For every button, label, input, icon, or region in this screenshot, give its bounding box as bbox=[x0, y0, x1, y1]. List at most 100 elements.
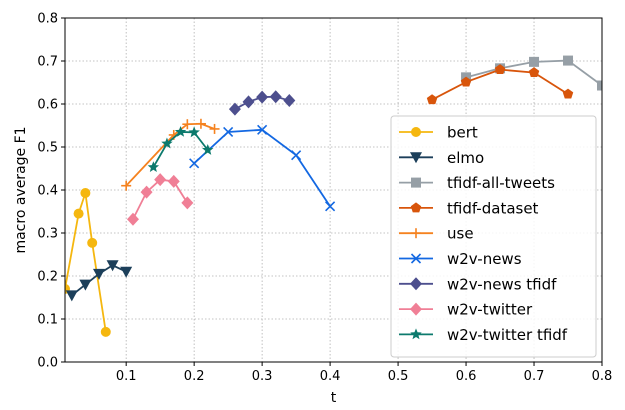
y-axis-label: macro average F1 bbox=[13, 126, 29, 253]
data-point bbox=[92, 268, 105, 280]
legend-label: use bbox=[447, 225, 474, 243]
data-point bbox=[325, 201, 336, 212]
legend: bert elmo tfidf-all-tweets tfidf-dataset use… bbox=[390, 115, 597, 358]
y-tick-label: 0.8 bbox=[37, 12, 58, 27]
legend-marker bbox=[411, 177, 421, 188]
legend-marker bbox=[411, 228, 421, 239]
x-tick-label: 0.5 bbox=[388, 369, 409, 384]
series-layer bbox=[65, 55, 602, 337]
legend-item-tfidf-dataset: tfidf-dataset bbox=[399, 199, 539, 217]
data-point bbox=[189, 158, 200, 169]
series-line bbox=[152, 131, 209, 168]
legend-label: w2v-news bbox=[447, 250, 522, 268]
data-point bbox=[182, 119, 193, 130]
data-point bbox=[161, 137, 173, 149]
data-point bbox=[174, 125, 187, 137]
data-point bbox=[228, 102, 241, 116]
data-point bbox=[209, 123, 220, 134]
data-point bbox=[494, 64, 506, 75]
data-point bbox=[100, 326, 111, 337]
data-point bbox=[120, 266, 133, 278]
data-point bbox=[87, 237, 98, 248]
series-bert bbox=[65, 188, 111, 337]
data-point bbox=[283, 94, 296, 108]
data-point bbox=[73, 208, 84, 219]
legend-marker bbox=[411, 127, 421, 137]
legend-item-w2v-news: w2v-news bbox=[399, 250, 522, 268]
data-point bbox=[563, 55, 574, 66]
x-axis-label: t bbox=[331, 390, 337, 406]
series-tfidf-dataset bbox=[426, 64, 574, 105]
legend-marker bbox=[410, 302, 422, 316]
data-point bbox=[106, 260, 119, 272]
y-tick-label: 0.1 bbox=[37, 313, 58, 328]
data-point bbox=[426, 94, 438, 105]
data-point bbox=[147, 161, 160, 173]
data-point bbox=[181, 196, 194, 210]
legend-item-w2v-twitter: w2v-twitter bbox=[399, 301, 533, 319]
series-elmo bbox=[65, 260, 133, 302]
data-point bbox=[460, 76, 472, 87]
data-point bbox=[529, 56, 540, 67]
series-line bbox=[431, 68, 569, 101]
legend-item-tfidf-all-tweets: tfidf-all-tweets bbox=[399, 174, 555, 192]
series-line bbox=[125, 122, 215, 187]
series-w2v-twitter bbox=[126, 173, 194, 226]
data-point bbox=[597, 80, 602, 91]
y-tick-label: 0.2 bbox=[37, 270, 58, 285]
data-point bbox=[140, 185, 153, 199]
y-tick-label: 0.0 bbox=[37, 356, 58, 371]
legend-item-use: use bbox=[399, 225, 474, 243]
data-point bbox=[562, 88, 574, 99]
x-tick-label: 0.3 bbox=[252, 369, 273, 384]
legend-marker bbox=[410, 328, 422, 340]
legend-marker bbox=[410, 253, 422, 264]
data-point bbox=[242, 95, 255, 109]
data-point bbox=[269, 90, 282, 104]
legend-item-bert: bert bbox=[399, 124, 478, 142]
data-point bbox=[256, 90, 269, 104]
x-tick-label: 0.8 bbox=[592, 369, 613, 384]
series-line bbox=[65, 192, 107, 333]
x-tick-label: 0.7 bbox=[524, 369, 545, 384]
data-point bbox=[167, 174, 180, 188]
data-point bbox=[202, 144, 214, 155]
series-w2v-twitter-tfidf bbox=[147, 125, 214, 173]
x-tick-label: 0.4 bbox=[320, 369, 341, 384]
y-tick-label: 0.3 bbox=[37, 227, 58, 242]
data-point bbox=[291, 150, 302, 161]
data-point bbox=[188, 126, 200, 138]
legend-label: bert bbox=[447, 124, 478, 142]
ticks: 0.1 0.2 0.3 0.4 0.5 0.6 0.7 0.8 0.0 0.1 0.2 0.3 0.4 0… bbox=[37, 12, 612, 385]
data-point bbox=[154, 173, 167, 187]
legend-item-w2v-twitter-tfidf: w2v-twitter tfidf bbox=[399, 326, 568, 344]
data-point bbox=[79, 279, 92, 291]
data-point bbox=[126, 212, 139, 226]
legend-item-w2v-news-tfidf: w2v-news tfidf bbox=[399, 275, 557, 293]
y-tick-label: 0.7 bbox=[37, 55, 58, 70]
legend-label: tfidf-dataset bbox=[447, 199, 539, 217]
legend-item-elmo: elmo bbox=[399, 149, 484, 167]
legend-label: elmo bbox=[447, 149, 484, 167]
legend-label: w2v-twitter tfidf bbox=[447, 326, 568, 344]
y-tick-label: 0.5 bbox=[37, 141, 58, 156]
legend-marker bbox=[410, 277, 422, 291]
legend-label: w2v-news tfidf bbox=[447, 275, 557, 293]
x-tick-label: 0.2 bbox=[184, 369, 205, 384]
y-tick-label: 0.4 bbox=[37, 184, 58, 199]
x-tick-label: 0.6 bbox=[456, 369, 477, 384]
x-tick-label: 0.1 bbox=[116, 369, 137, 384]
data-point bbox=[528, 67, 540, 78]
legend-label: w2v-twitter bbox=[447, 301, 533, 319]
legend-label: tfidf-all-tweets bbox=[447, 174, 555, 192]
y-tick-label: 0.6 bbox=[37, 98, 58, 113]
series-w2v-news-tfidf bbox=[228, 90, 296, 116]
data-point bbox=[80, 188, 91, 199]
legend-marker bbox=[410, 152, 422, 164]
series-w2v-news bbox=[189, 124, 336, 212]
data-point bbox=[121, 180, 132, 191]
data-point bbox=[257, 124, 268, 135]
data-point bbox=[223, 126, 234, 138]
legend-box bbox=[390, 115, 597, 358]
